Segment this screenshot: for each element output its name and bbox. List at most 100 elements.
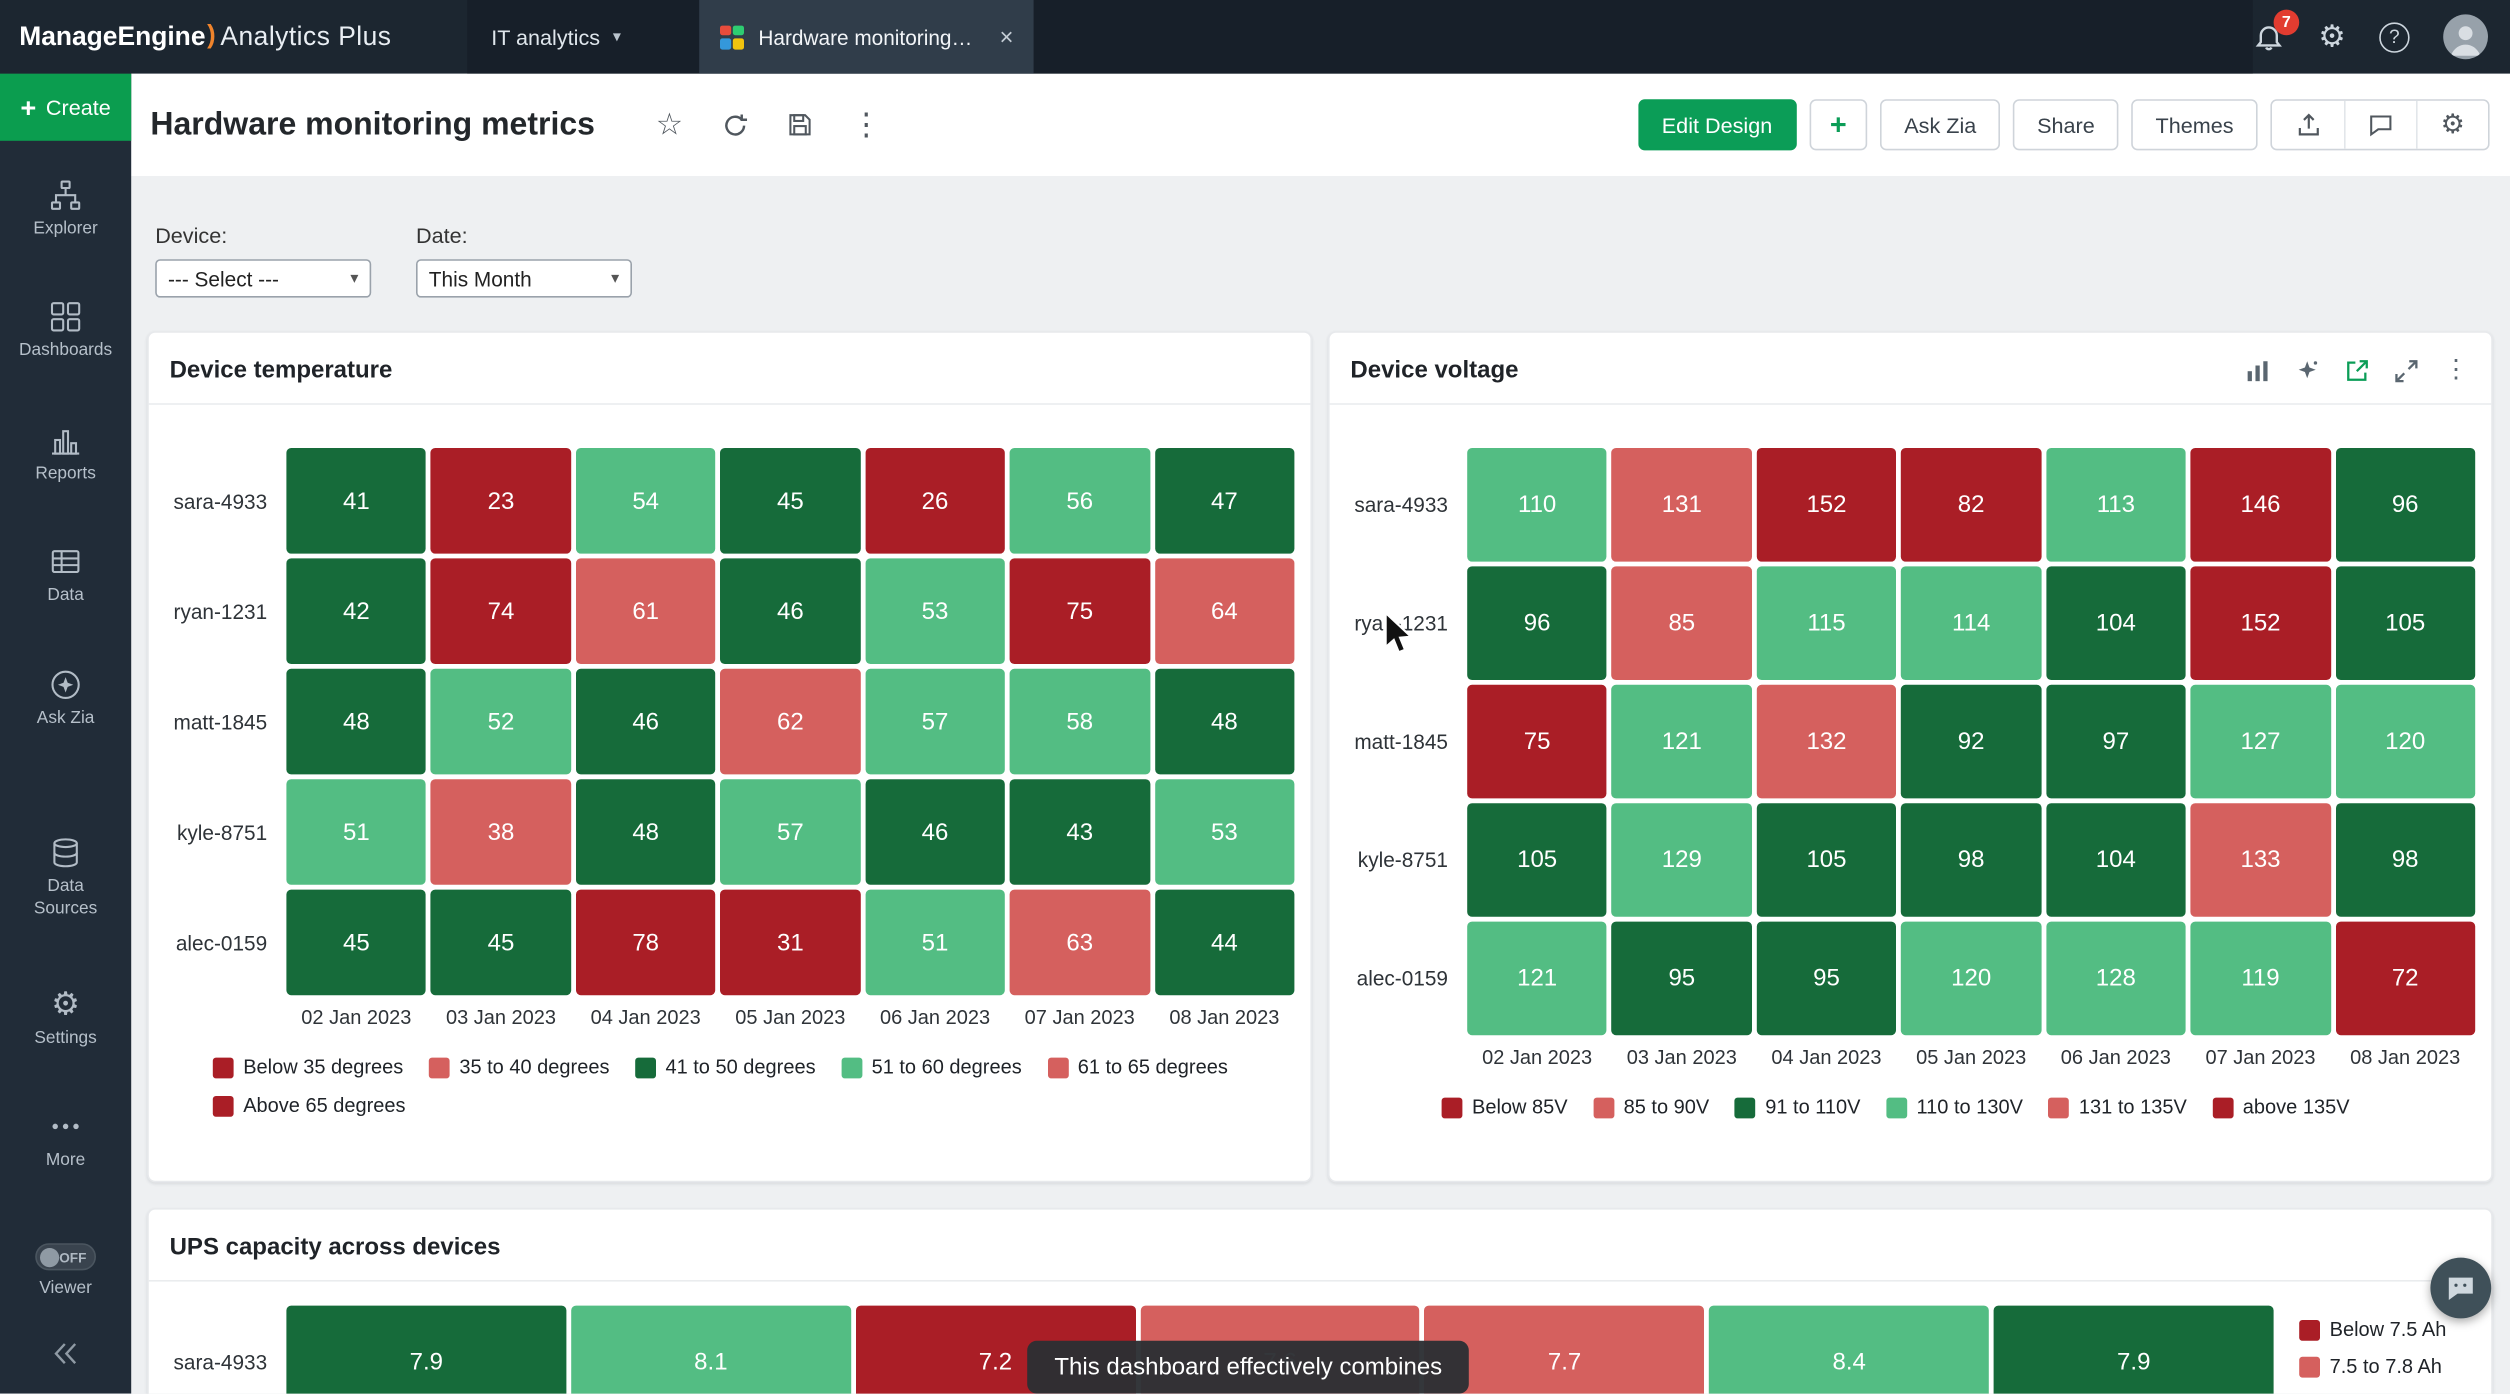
heatmap-cell[interactable]: 45 [431, 889, 571, 996]
heatmap-cell[interactable]: 75 [1009, 558, 1150, 664]
sidebar-item-data[interactable]: Data [0, 546, 131, 608]
heatmap-cell[interactable]: 7.7 [1424, 1305, 1705, 1394]
expand-icon[interactable] [2394, 358, 2420, 384]
heatmap-cell[interactable]: 48 [286, 668, 427, 775]
device-select[interactable]: --- Select --- ▾ [155, 259, 372, 298]
heatmap-cell[interactable]: 78 [575, 889, 716, 996]
heatmap-cell[interactable]: 85 [1611, 566, 1752, 680]
zia-insights-icon[interactable] [2294, 358, 2320, 384]
help-button[interactable]: ? [2379, 21, 2410, 52]
add-button[interactable]: + [1809, 99, 1868, 151]
favorite-star-icon[interactable]: ☆ [655, 108, 684, 142]
heatmap-cell[interactable]: 119 [2190, 921, 2331, 1036]
heatmap-cell[interactable]: 53 [1154, 779, 1295, 885]
heatmap-cell[interactable]: 57 [720, 779, 861, 885]
export-button[interactable] [2272, 101, 2344, 149]
heatmap-cell[interactable]: 57 [865, 668, 1005, 775]
heatmap-cell[interactable]: 72 [2335, 921, 2476, 1036]
heatmap-cell[interactable]: 7.9 [1993, 1305, 2274, 1394]
sidebar-item-explorer[interactable]: Explorer [0, 179, 131, 241]
settings-gear-button[interactable]: ⚙ [2318, 20, 2346, 54]
heatmap-cell[interactable]: 74 [431, 558, 571, 664]
user-avatar[interactable] [2443, 14, 2488, 60]
sidebar-item-settings[interactable]: ⚙ Settings [0, 989, 131, 1051]
share-button[interactable]: Share [2013, 99, 2119, 151]
heatmap-cell[interactable]: 7.9 [286, 1305, 567, 1394]
heatmap-cell[interactable]: 82 [1901, 448, 2042, 562]
heatmap-cell[interactable]: 98 [1901, 803, 2042, 917]
comments-button[interactable] [2344, 100, 2416, 149]
viewer-toggle[interactable]: OFF [35, 1243, 96, 1271]
heatmap-cell[interactable]: 120 [1901, 921, 2042, 1036]
collapse-sidebar-button[interactable] [50, 1338, 82, 1378]
heatmap-cell[interactable]: 26 [865, 448, 1005, 554]
heatmap-cell[interactable]: 114 [1901, 566, 2042, 680]
create-button[interactable]: + Create [0, 73, 132, 141]
themes-button[interactable]: Themes [2131, 99, 2258, 151]
heatmap-cell[interactable]: 42 [286, 558, 427, 664]
heatmap-cell[interactable]: 41 [286, 448, 427, 554]
edit-design-button[interactable]: Edit Design [1637, 99, 1797, 151]
heatmap-cell[interactable]: 75 [1467, 684, 1608, 799]
refresh-icon[interactable] [721, 111, 748, 138]
sidebar-item-more[interactable]: More [0, 1110, 131, 1172]
heatmap-cell[interactable]: 52 [431, 668, 571, 775]
heatmap-cell[interactable]: 96 [2335, 448, 2476, 562]
heatmap-cell[interactable]: 113 [2045, 448, 2186, 562]
save-icon[interactable] [787, 112, 813, 138]
heatmap-cell[interactable]: 8.1 [570, 1305, 851, 1394]
chat-fab-button[interactable] [2430, 1257, 2492, 1319]
heatmap-cell[interactable]: 152 [1756, 448, 1897, 562]
heatmap-cell[interactable]: 95 [1611, 921, 1752, 1036]
kebab-menu-icon[interactable]: ⋮ [2443, 356, 2469, 384]
heatmap-cell[interactable]: 127 [2190, 684, 2331, 799]
heatmap-cell[interactable]: 48 [1154, 668, 1295, 775]
sidebar-item-dashboards[interactable]: Dashboards [0, 302, 131, 364]
heatmap-cell[interactable]: 43 [1009, 779, 1150, 885]
heatmap-cell[interactable]: 104 [2045, 566, 2186, 680]
sidebar-item-reports[interactable]: Reports [0, 424, 131, 486]
workspace-switcher[interactable]: IT analytics ▾ [491, 0, 621, 74]
heatmap-cell[interactable]: 104 [2045, 803, 2186, 917]
notifications-button[interactable]: 7 [2253, 9, 2300, 53]
heatmap-cell[interactable]: 44 [1154, 889, 1295, 996]
heatmap-cell[interactable]: 54 [575, 448, 716, 554]
heatmap-cell[interactable]: 53 [865, 558, 1005, 664]
sidebar-item-ask-zia[interactable]: Ask Zia [0, 669, 131, 731]
ask-zia-button[interactable]: Ask Zia [1880, 99, 2001, 151]
heatmap-cell[interactable]: 105 [1756, 803, 1897, 917]
heatmap-cell[interactable]: 120 [2335, 684, 2476, 799]
heatmap-cell[interactable]: 129 [1611, 803, 1752, 917]
date-select[interactable]: This Month ▾ [416, 259, 632, 298]
heatmap-cell[interactable]: 8.4 [1709, 1305, 1990, 1394]
heatmap-cell[interactable]: 152 [2190, 566, 2331, 680]
heatmap-cell[interactable]: 97 [2045, 684, 2186, 799]
heatmap-cell[interactable]: 51 [286, 779, 427, 885]
sidebar-item-data-sources[interactable]: Data Sources [0, 837, 131, 920]
chart-type-icon[interactable] [2245, 358, 2271, 384]
open-in-new-icon[interactable] [2344, 358, 2370, 384]
heatmap-cell[interactable]: 132 [1756, 684, 1897, 799]
heatmap-cell[interactable]: 46 [720, 558, 861, 664]
heatmap-cell[interactable]: 46 [865, 779, 1005, 885]
heatmap-cell[interactable]: 146 [2190, 448, 2331, 562]
heatmap-cell[interactable]: 96 [1467, 566, 1608, 680]
heatmap-cell[interactable]: 62 [720, 668, 861, 775]
heatmap-cell[interactable]: 128 [2045, 921, 2186, 1036]
heatmap-cell[interactable]: 92 [1901, 684, 2042, 799]
heatmap-cell[interactable]: 38 [431, 779, 571, 885]
heatmap-cell[interactable]: 110 [1467, 448, 1608, 562]
kebab-menu-icon[interactable]: ⋮ [851, 108, 882, 142]
heatmap-cell[interactable]: 23 [431, 448, 571, 554]
heatmap-cell[interactable]: 47 [1154, 448, 1295, 554]
close-tab-icon[interactable]: × [999, 23, 1014, 51]
heatmap-cell[interactable]: 51 [865, 889, 1005, 996]
heatmap-cell[interactable]: 131 [1611, 448, 1752, 562]
heatmap-cell[interactable]: 63 [1009, 889, 1150, 996]
heatmap-cell[interactable]: 105 [2335, 566, 2476, 680]
heatmap-cell[interactable]: 133 [2190, 803, 2331, 917]
heatmap-cell[interactable]: 121 [1611, 684, 1752, 799]
heatmap-cell[interactable]: 56 [1009, 448, 1150, 554]
heatmap-cell[interactable]: 105 [1467, 803, 1608, 917]
heatmap-cell[interactable]: 64 [1154, 558, 1295, 664]
